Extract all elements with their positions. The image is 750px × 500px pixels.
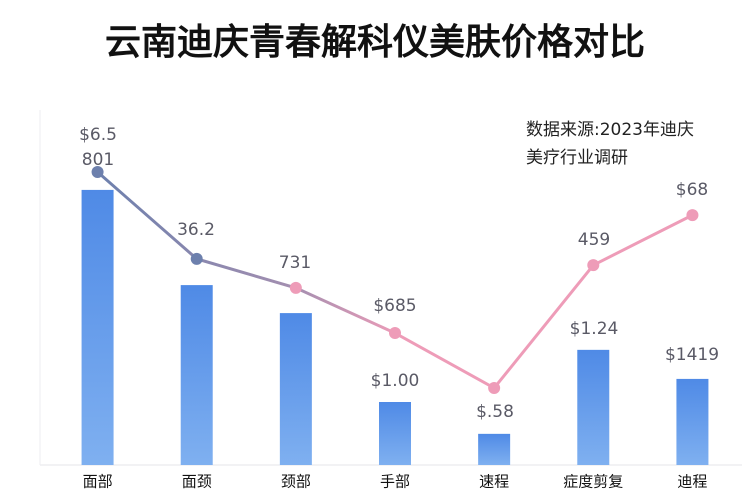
bar	[180, 285, 213, 465]
line-point	[686, 209, 699, 222]
annotation: $685	[373, 296, 416, 316]
bar	[379, 402, 411, 465]
line-point	[389, 327, 401, 340]
x-tick-label: 面颈	[182, 473, 212, 491]
annotation: 801	[82, 150, 114, 170]
annotation: $1.00	[371, 371, 420, 391]
x-tick-label: 颈部	[281, 473, 311, 491]
line-point	[488, 382, 501, 394]
line-point	[91, 166, 104, 179]
line-point	[587, 259, 600, 272]
annotation: 459	[578, 230, 610, 250]
annotation: 731	[279, 253, 311, 273]
line-point	[289, 281, 302, 294]
line-point	[190, 252, 203, 265]
annotation: $1.24	[570, 319, 619, 339]
chart-title: 云南迪庆青春解科仪美肤价格对比	[105, 22, 645, 63]
bar	[81, 189, 114, 465]
source-note: 数据来源:2023年迪庆	[526, 120, 694, 140]
x-tick-label: 速程	[479, 473, 509, 491]
bar	[577, 349, 610, 465]
annotation: $68	[676, 180, 708, 200]
bar	[676, 378, 709, 465]
annotation: $.58	[476, 402, 514, 422]
annotation: 36.2	[177, 220, 215, 240]
bar	[478, 433, 511, 465]
annotation: $6.5	[79, 125, 117, 145]
x-tick-label: 症度剪复	[563, 473, 623, 491]
x-tick-label: 迪程	[677, 473, 707, 491]
bar	[279, 313, 312, 465]
source-note: 美疗行业调研	[526, 148, 628, 168]
annotation: $1419	[665, 345, 719, 365]
x-tick-label: 面部	[83, 473, 113, 491]
x-tick-label: 手部	[380, 473, 410, 491]
